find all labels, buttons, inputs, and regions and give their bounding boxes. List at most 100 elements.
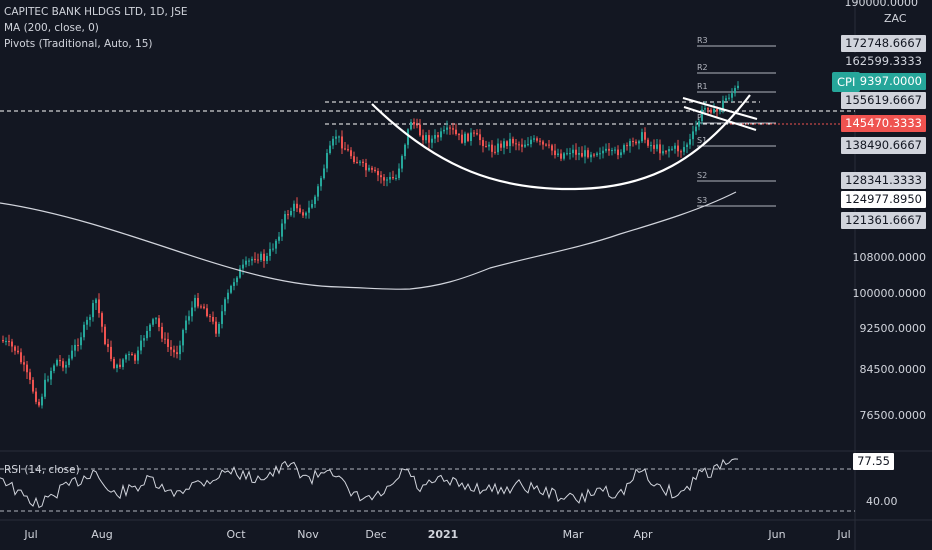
candle-body (170, 346, 172, 350)
candle-body (32, 379, 34, 392)
candle-body (548, 144, 550, 146)
candle-body (539, 140, 541, 142)
candle-body (515, 143, 517, 145)
candle-body (38, 401, 40, 406)
candle-body (377, 171, 379, 176)
month-label-jul: Jul (24, 528, 38, 541)
candle-body (392, 176, 394, 179)
candle-body (602, 150, 604, 154)
cup-arc-drawing[interactable] (371, 94, 751, 191)
candle-body (389, 176, 391, 180)
candle-body (404, 144, 406, 157)
price-label-r2: 162599.3333 (841, 53, 926, 70)
pivots-legend[interactable]: Pivots (Traditional, Auto, 15) (4, 38, 153, 50)
candle-body (242, 264, 244, 269)
candle-body (293, 203, 295, 211)
candle-body (518, 144, 520, 146)
candle-body (215, 321, 217, 334)
rsi-line[interactable] (0, 458, 739, 509)
flag-upper-line[interactable] (682, 97, 758, 120)
candle-body (407, 129, 409, 145)
candle-body (104, 326, 106, 345)
rsi-legend[interactable]: RSI (14, close) (4, 464, 80, 476)
candle-body (626, 145, 628, 147)
candle-body (566, 153, 568, 155)
candle-body (719, 108, 721, 112)
candle-body (23, 362, 25, 365)
candle-body (575, 149, 577, 155)
candle-body (200, 306, 202, 308)
candle-body (452, 128, 454, 130)
pivot-label-s1: S1 (697, 136, 707, 145)
candle-body (593, 154, 595, 156)
candle-body (176, 352, 178, 355)
candle-body (44, 379, 46, 397)
candle-body (551, 145, 553, 151)
candle-body (11, 341, 13, 347)
candle-body (314, 196, 316, 205)
candle-body (251, 258, 253, 261)
candle-body (74, 344, 76, 351)
candle-body (347, 149, 349, 151)
rsi-axis-tick: 40.00 (866, 495, 898, 508)
candle-body (218, 323, 220, 334)
candle-body (260, 253, 262, 261)
ma-legend[interactable]: MA (200, close, 0) (4, 22, 99, 34)
symbol-legend[interactable]: CAPITEC BANK HLDGS LTD, 1D, JSE (4, 6, 188, 18)
candle-body (329, 145, 331, 154)
price-label-ma: 124977.8950 (841, 191, 926, 208)
candle-body (416, 124, 418, 126)
candle-body (623, 145, 625, 153)
candle-body (344, 148, 346, 150)
candle-body (716, 108, 718, 112)
candle-body (428, 135, 430, 143)
candle-body (185, 320, 187, 330)
candle-body (473, 132, 475, 134)
month-label-nov: Nov (297, 528, 319, 541)
candle-body (419, 124, 421, 136)
candle-body (173, 349, 175, 353)
month-label-apr: Apr (633, 528, 653, 541)
candle-body (320, 178, 322, 187)
candle-body (29, 372, 31, 380)
candle-body (17, 350, 19, 353)
candle-body (464, 133, 466, 143)
candle-body (227, 292, 229, 300)
candle-body (8, 341, 10, 343)
candle-body (401, 156, 403, 169)
symbol-tag[interactable]: CPI (832, 72, 861, 92)
candle-body (737, 85, 739, 89)
price-label-r3: 172748.6667 (841, 35, 926, 52)
candle-body (671, 148, 673, 150)
axis-tick-5: 76500.0000 (859, 409, 926, 422)
candle-body (62, 361, 64, 368)
candle-body (677, 145, 679, 152)
candle-body (413, 122, 415, 125)
candle-body (584, 150, 586, 157)
candle-body (650, 145, 652, 147)
currency-label[interactable]: ZAC (884, 12, 907, 25)
candle-body (647, 139, 649, 146)
candle-body (299, 208, 301, 213)
candle-body (65, 364, 67, 368)
candle-body (107, 344, 109, 347)
candle-body (119, 364, 121, 367)
ma-200-line[interactable] (0, 191, 737, 290)
candle-body (71, 350, 73, 359)
flag-lower-line[interactable] (683, 106, 757, 131)
month-label-oct: Oct (226, 528, 246, 541)
candle-body (581, 153, 583, 157)
candle-body (113, 358, 115, 368)
candle-body (644, 132, 646, 140)
candle-body (98, 299, 100, 314)
candle-body (137, 350, 139, 361)
candle-body (410, 122, 412, 130)
candle-body (221, 311, 223, 324)
candle-body (26, 364, 28, 373)
candle-body (161, 326, 163, 339)
candle-body (557, 153, 559, 156)
candle-body (530, 139, 532, 145)
candle-body (245, 260, 247, 265)
candle-body (380, 175, 382, 178)
